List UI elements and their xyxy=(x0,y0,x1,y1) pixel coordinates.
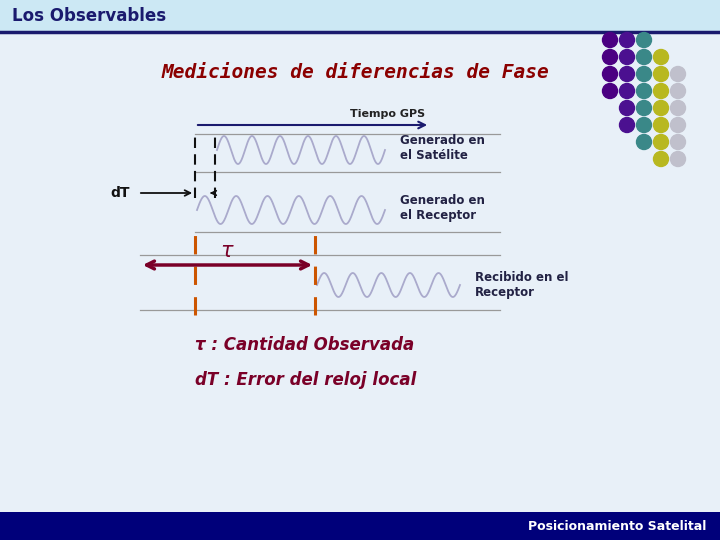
Circle shape xyxy=(603,32,618,48)
Circle shape xyxy=(636,134,652,150)
Circle shape xyxy=(670,118,685,132)
Circle shape xyxy=(603,66,618,82)
Circle shape xyxy=(654,84,668,98)
Circle shape xyxy=(619,50,634,64)
Circle shape xyxy=(619,118,634,132)
Circle shape xyxy=(636,84,652,98)
Text: Los Observables: Los Observables xyxy=(12,7,166,25)
Circle shape xyxy=(654,50,668,64)
Bar xyxy=(0,0,720,32)
Circle shape xyxy=(603,84,618,98)
Text: dT: dT xyxy=(110,186,130,200)
Circle shape xyxy=(619,32,634,48)
Bar xyxy=(0,512,720,540)
Circle shape xyxy=(654,152,668,166)
Text: Generado en
el Receptor: Generado en el Receptor xyxy=(400,194,485,222)
Text: Generado en
el Satélite: Generado en el Satélite xyxy=(400,134,485,162)
Circle shape xyxy=(636,66,652,82)
Circle shape xyxy=(636,32,652,48)
Circle shape xyxy=(670,100,685,116)
Text: $\tau$: $\tau$ xyxy=(220,241,235,261)
Circle shape xyxy=(670,152,685,166)
Circle shape xyxy=(619,100,634,116)
Circle shape xyxy=(654,100,668,116)
Text: Mediciones de diferencias de Fase: Mediciones de diferencias de Fase xyxy=(161,63,549,82)
Circle shape xyxy=(654,66,668,82)
Text: τ : Cantidad Observada: τ : Cantidad Observada xyxy=(195,336,414,354)
Circle shape xyxy=(670,134,685,150)
Text: Tiempo GPS: Tiempo GPS xyxy=(350,109,425,119)
Text: Recibido en el
Receptor: Recibido en el Receptor xyxy=(475,271,569,299)
Text: dT : Error del reloj local: dT : Error del reloj local xyxy=(195,371,416,389)
Circle shape xyxy=(636,100,652,116)
Circle shape xyxy=(619,66,634,82)
Circle shape xyxy=(670,66,685,82)
Circle shape xyxy=(636,118,652,132)
Text: Posicionamiento Satelital: Posicionamiento Satelital xyxy=(528,519,706,532)
Circle shape xyxy=(636,50,652,64)
Circle shape xyxy=(654,134,668,150)
Circle shape xyxy=(670,84,685,98)
Circle shape xyxy=(603,50,618,64)
Circle shape xyxy=(654,118,668,132)
Circle shape xyxy=(619,84,634,98)
